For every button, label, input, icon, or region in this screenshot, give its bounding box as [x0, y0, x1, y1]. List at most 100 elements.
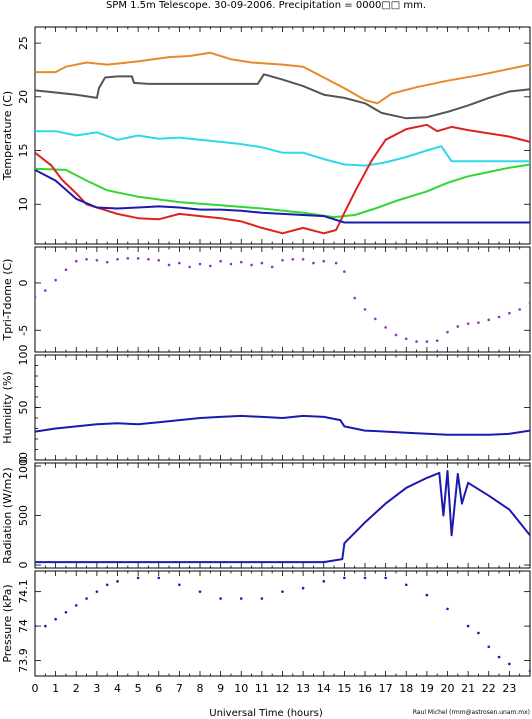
humidity-ytick-label: 100: [17, 345, 30, 366]
tpri-tdome-point: [322, 259, 326, 263]
humidity-series-line-0: [35, 414, 530, 436]
humidity-ytick-label: 0: [17, 457, 30, 464]
tpri-tdome-point: [435, 339, 439, 342]
pressure-point: [260, 597, 264, 600]
tpri-tdome-point: [528, 301, 530, 305]
credit-text: Raul Michel (rmm@astrosen.unam.mx): [413, 709, 530, 716]
pressure-ytick-label: 73.9: [17, 648, 30, 673]
temperature-y-axis-label: Temperature (C): [1, 91, 14, 181]
tpri-tdome-point: [126, 257, 130, 260]
pressure-point: [105, 583, 109, 587]
tpri-tdome-point: [477, 321, 480, 324]
temperature-ytick-label: 15: [17, 144, 30, 158]
tpri-tdome-y-axis-label: Tpri-Tdome (C): [1, 259, 14, 342]
tpri-tdome-point: [446, 330, 449, 334]
pressure-point: [446, 607, 449, 611]
pressure-point: [384, 576, 387, 580]
pressure-point: [508, 662, 511, 666]
humidity-ytick-label: 50: [17, 401, 30, 415]
temperature-panel: 10 15 20 25 Temperature (C): [1, 26, 531, 245]
pressure-point: [95, 590, 99, 593]
pressure-point: [466, 624, 470, 628]
pressure-point: [425, 593, 429, 597]
tpri-tdome-ytick-label: 0: [17, 279, 30, 286]
x-tick-label: 13: [296, 682, 310, 695]
x-tick-label: 6: [155, 682, 162, 695]
x-tick-label: 17: [379, 682, 393, 695]
x-tick-label: 0: [32, 682, 39, 695]
tpri-tdome-point: [374, 317, 377, 321]
tpri-tdome-frame: [34, 246, 531, 353]
temperature-series-group: [35, 51, 530, 235]
pressure-point: [136, 576, 140, 580]
tpri-tdome-point: [384, 326, 387, 329]
temperature-ytick-label: 10: [17, 197, 30, 211]
x-tick-label: 22: [482, 682, 496, 695]
pressure-point: [54, 617, 57, 621]
tpri-tdome-point: [353, 296, 356, 300]
tpri-tdome-point: [425, 340, 429, 343]
temperature-series-line-2: [35, 130, 530, 167]
tpri-tdome-point: [74, 259, 78, 263]
tpri-tdome-point: [44, 289, 47, 292]
temperature-series-line-3: [35, 163, 530, 219]
x-tick-label: 3: [93, 682, 100, 695]
tpri-tdome-point: [157, 258, 161, 262]
tpri-tdome-point: [508, 311, 511, 315]
tpri-tdome-point: [136, 257, 140, 260]
x-tick-label: 19: [420, 682, 434, 695]
tpri-tdome-point: [85, 257, 88, 261]
pressure-frame: [34, 570, 531, 677]
x-tick-label: 10: [234, 682, 248, 695]
x-axis-label: Universal Time (hours): [209, 708, 323, 719]
tpri-tdome-point: [229, 262, 233, 266]
radiation-series-line-0: [35, 469, 530, 564]
tpri-tdome-point: [188, 265, 191, 269]
temperature-series-line-1: [35, 73, 530, 120]
x-tick-label: 8: [197, 682, 204, 695]
temperature-series-line-0: [35, 51, 530, 105]
x-tick-label: 5: [135, 682, 142, 695]
humidity-series-group: [35, 414, 530, 436]
pressure-y-axis-label: Pressure (kPa): [1, 584, 14, 662]
tpri-tdome-point: [250, 263, 253, 267]
x-tick-label: 9: [217, 682, 224, 695]
pressure-point: [178, 583, 181, 587]
tpri-tdome-point: [312, 261, 315, 265]
temperature-ytick-label: 20: [17, 90, 30, 104]
figure-title: SPM 1.5m Telescope. 30-09-2006. Precipit…: [106, 0, 426, 11]
x-tick-label: 18: [399, 682, 413, 695]
radiation-ytick-label: 0: [17, 562, 30, 569]
pressure-point: [363, 576, 367, 580]
pressure-point: [404, 583, 408, 587]
pressure-point: [528, 669, 530, 673]
tpri-tdome-point: [363, 308, 367, 311]
tpri-tdome-series-group: [35, 257, 530, 343]
radiation-y-axis-label: Radiation (W/m2): [1, 467, 14, 563]
pressure-point: [497, 655, 501, 659]
tpri-tdome-point: [95, 258, 99, 262]
tpri-tdome-point: [178, 261, 181, 265]
tpri-tdome-point: [456, 325, 460, 328]
x-tick-label: 23: [502, 682, 516, 695]
tpri-tdome-point: [105, 260, 109, 264]
tpri-tdome-point: [54, 278, 57, 282]
temperature-ytick-label: 25: [17, 36, 30, 50]
pressure-point: [281, 590, 284, 593]
radiation-ytick-label: 500: [17, 505, 30, 526]
pressure-point: [487, 645, 491, 649]
x-tick-label: 16: [358, 682, 372, 695]
pressure-point: [301, 586, 305, 590]
tpri-tdome-point: [291, 257, 295, 261]
tpri-tdome-point: [415, 340, 418, 343]
tpri-tdome-point: [334, 261, 338, 265]
tpri-tdome-point: [518, 308, 521, 311]
tpri-tdome-point: [343, 270, 346, 273]
humidity-y-axis-label: Humidity (%): [1, 371, 14, 443]
pressure-ytick-label: 74: [17, 619, 30, 633]
radiation-ytick-label: 1000: [17, 452, 30, 480]
tpri-tdome-point: [487, 318, 491, 322]
